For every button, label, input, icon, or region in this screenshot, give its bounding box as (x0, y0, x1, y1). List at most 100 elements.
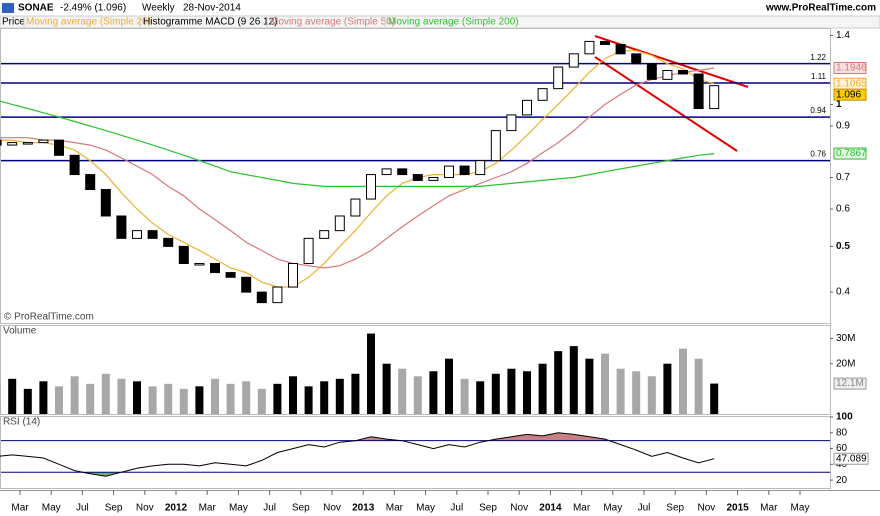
candle (600, 40, 610, 45)
volume-bar (554, 351, 563, 414)
candle (678, 70, 688, 75)
x-tick-label: May (229, 503, 248, 514)
candle (54, 139, 64, 156)
candle (100, 189, 111, 217)
x-tick-label: Sep (479, 503, 497, 514)
volume-bar (39, 381, 48, 414)
x-tick-label: Nov (698, 503, 716, 514)
candle (615, 43, 626, 55)
volume-bar (23, 388, 32, 414)
candle (350, 198, 361, 217)
candle (459, 165, 470, 176)
candle (568, 53, 579, 68)
candle (116, 215, 127, 239)
volume-bar (382, 363, 391, 414)
legend-separators (23, 17, 386, 27)
legend-ma50: Moving average (Simple 50) (270, 17, 395, 28)
volume-bar (429, 371, 438, 414)
candle (381, 168, 392, 176)
x-tick-label: Sep (666, 503, 684, 514)
y-tick-label: 30M (836, 333, 855, 344)
y-tick-label: 1 (836, 99, 842, 110)
candle (662, 70, 673, 80)
candle (709, 85, 720, 110)
volume-bar (523, 371, 531, 414)
level-label: 1.11 (811, 72, 827, 81)
x-tick-label: Mar (11, 503, 29, 514)
volume-bar (117, 378, 126, 414)
candle (132, 230, 142, 239)
volume-bar (8, 378, 17, 414)
volume-bar (585, 358, 594, 414)
y-tick-label: 100 (836, 412, 853, 423)
candle (522, 99, 532, 116)
volume-bar (476, 381, 485, 414)
volume-bar (460, 378, 469, 414)
volume-bar (101, 373, 110, 414)
volume-bar (616, 368, 625, 414)
copyright: © ProRealTime.com (4, 312, 94, 323)
candle (147, 230, 158, 239)
level-label: 0.94 (810, 106, 826, 115)
site: www.ProRealTime.com (765, 3, 876, 14)
period: Weekly (142, 3, 175, 14)
y-tick-label: 0.5 (836, 241, 850, 252)
value-box (833, 452, 869, 465)
volume-bar (86, 383, 95, 414)
y-tick-label: 0.4 (836, 287, 850, 298)
value-box (833, 377, 867, 390)
candle (584, 40, 595, 55)
candle (303, 237, 314, 264)
volume-bar (491, 373, 500, 414)
candle (69, 154, 80, 176)
volume-bar (242, 381, 251, 414)
volume-bar (226, 383, 235, 414)
legend-macd: Histogramme MACD (9 26 12) (143, 17, 277, 28)
value-box-label: 1.096 (836, 89, 861, 100)
candle (85, 174, 96, 191)
moving-average (0, 50, 715, 288)
candle (0, 139, 2, 146)
x-tick-label: May (603, 503, 622, 514)
x-tick-label: Nov (136, 503, 154, 514)
y-tick-label: 0.6 (836, 204, 850, 215)
rsi-label: RSI (14) (3, 417, 40, 428)
candle (194, 262, 205, 266)
x-tick-label: Jul (638, 503, 651, 514)
volume-bar (351, 373, 360, 414)
moving-average (0, 67, 715, 269)
volume-bar (413, 376, 422, 414)
volume-bar (367, 333, 375, 414)
x-tick-label: Jul (263, 503, 276, 514)
volume-bar (148, 386, 157, 414)
x-tick-label: Mar (386, 503, 404, 514)
volume-bar (179, 388, 188, 414)
change: -2.49% (1.096) (60, 3, 126, 14)
x-tick-label: Mar (199, 503, 217, 514)
legend-ma20: Moving average (Simple 20) (26, 17, 151, 28)
candle (490, 130, 501, 162)
volume-bar (289, 376, 297, 414)
value-box (833, 61, 867, 74)
price-panel (0, 28, 831, 324)
x-tick-label: 2013 (352, 503, 375, 514)
volume-bar (679, 348, 687, 414)
candle (428, 176, 439, 181)
candle (210, 262, 220, 274)
moving-average (0, 100, 715, 187)
volume-bar (507, 368, 516, 414)
volume-label: Volume (3, 326, 37, 337)
candle (397, 168, 408, 176)
value-box-label: 1.1946 (836, 63, 867, 74)
value-box-label: 12.1M (836, 378, 864, 389)
x-tick-label: Nov (323, 503, 341, 514)
volume-panel (0, 325, 831, 415)
volume-bar (601, 353, 609, 414)
symbol-icon (2, 3, 14, 13)
y-tick-label: 80 (836, 427, 848, 438)
candle (38, 139, 49, 144)
y-tick-label: 20M (836, 358, 855, 369)
value-box-label: 47.089 (836, 453, 867, 464)
value-box-label: 0.7867 (836, 148, 867, 159)
